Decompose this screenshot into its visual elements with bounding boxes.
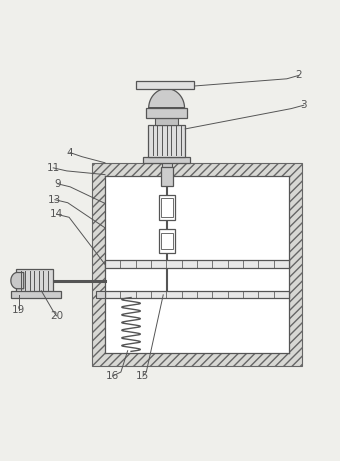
Bar bbox=[92, 163, 302, 366]
Bar bbox=[16, 269, 52, 292]
Text: 2: 2 bbox=[295, 71, 302, 80]
Bar bbox=[146, 108, 187, 118]
Polygon shape bbox=[11, 272, 24, 289]
Bar bbox=[161, 198, 173, 217]
Bar bbox=[159, 230, 175, 253]
Bar bbox=[105, 176, 289, 353]
Bar bbox=[148, 124, 185, 157]
Text: 16: 16 bbox=[106, 371, 119, 381]
Bar bbox=[162, 160, 172, 176]
Text: 14: 14 bbox=[50, 209, 63, 219]
Bar bbox=[159, 195, 175, 220]
Polygon shape bbox=[149, 89, 185, 108]
Bar bbox=[161, 233, 173, 249]
Bar bbox=[136, 81, 194, 89]
Text: 20: 20 bbox=[50, 311, 63, 321]
Bar bbox=[105, 260, 289, 268]
Text: 19: 19 bbox=[12, 305, 25, 315]
Text: 13: 13 bbox=[48, 195, 62, 205]
Bar bbox=[155, 118, 179, 124]
Bar bbox=[160, 167, 173, 187]
Bar bbox=[11, 291, 61, 298]
Bar bbox=[105, 291, 289, 297]
Bar bbox=[143, 157, 190, 163]
Text: 11: 11 bbox=[47, 163, 60, 173]
Text: 3: 3 bbox=[301, 100, 307, 110]
Bar bbox=[96, 291, 105, 297]
Text: 9: 9 bbox=[54, 179, 61, 189]
Text: 15: 15 bbox=[136, 371, 150, 381]
Text: 4: 4 bbox=[67, 148, 73, 158]
